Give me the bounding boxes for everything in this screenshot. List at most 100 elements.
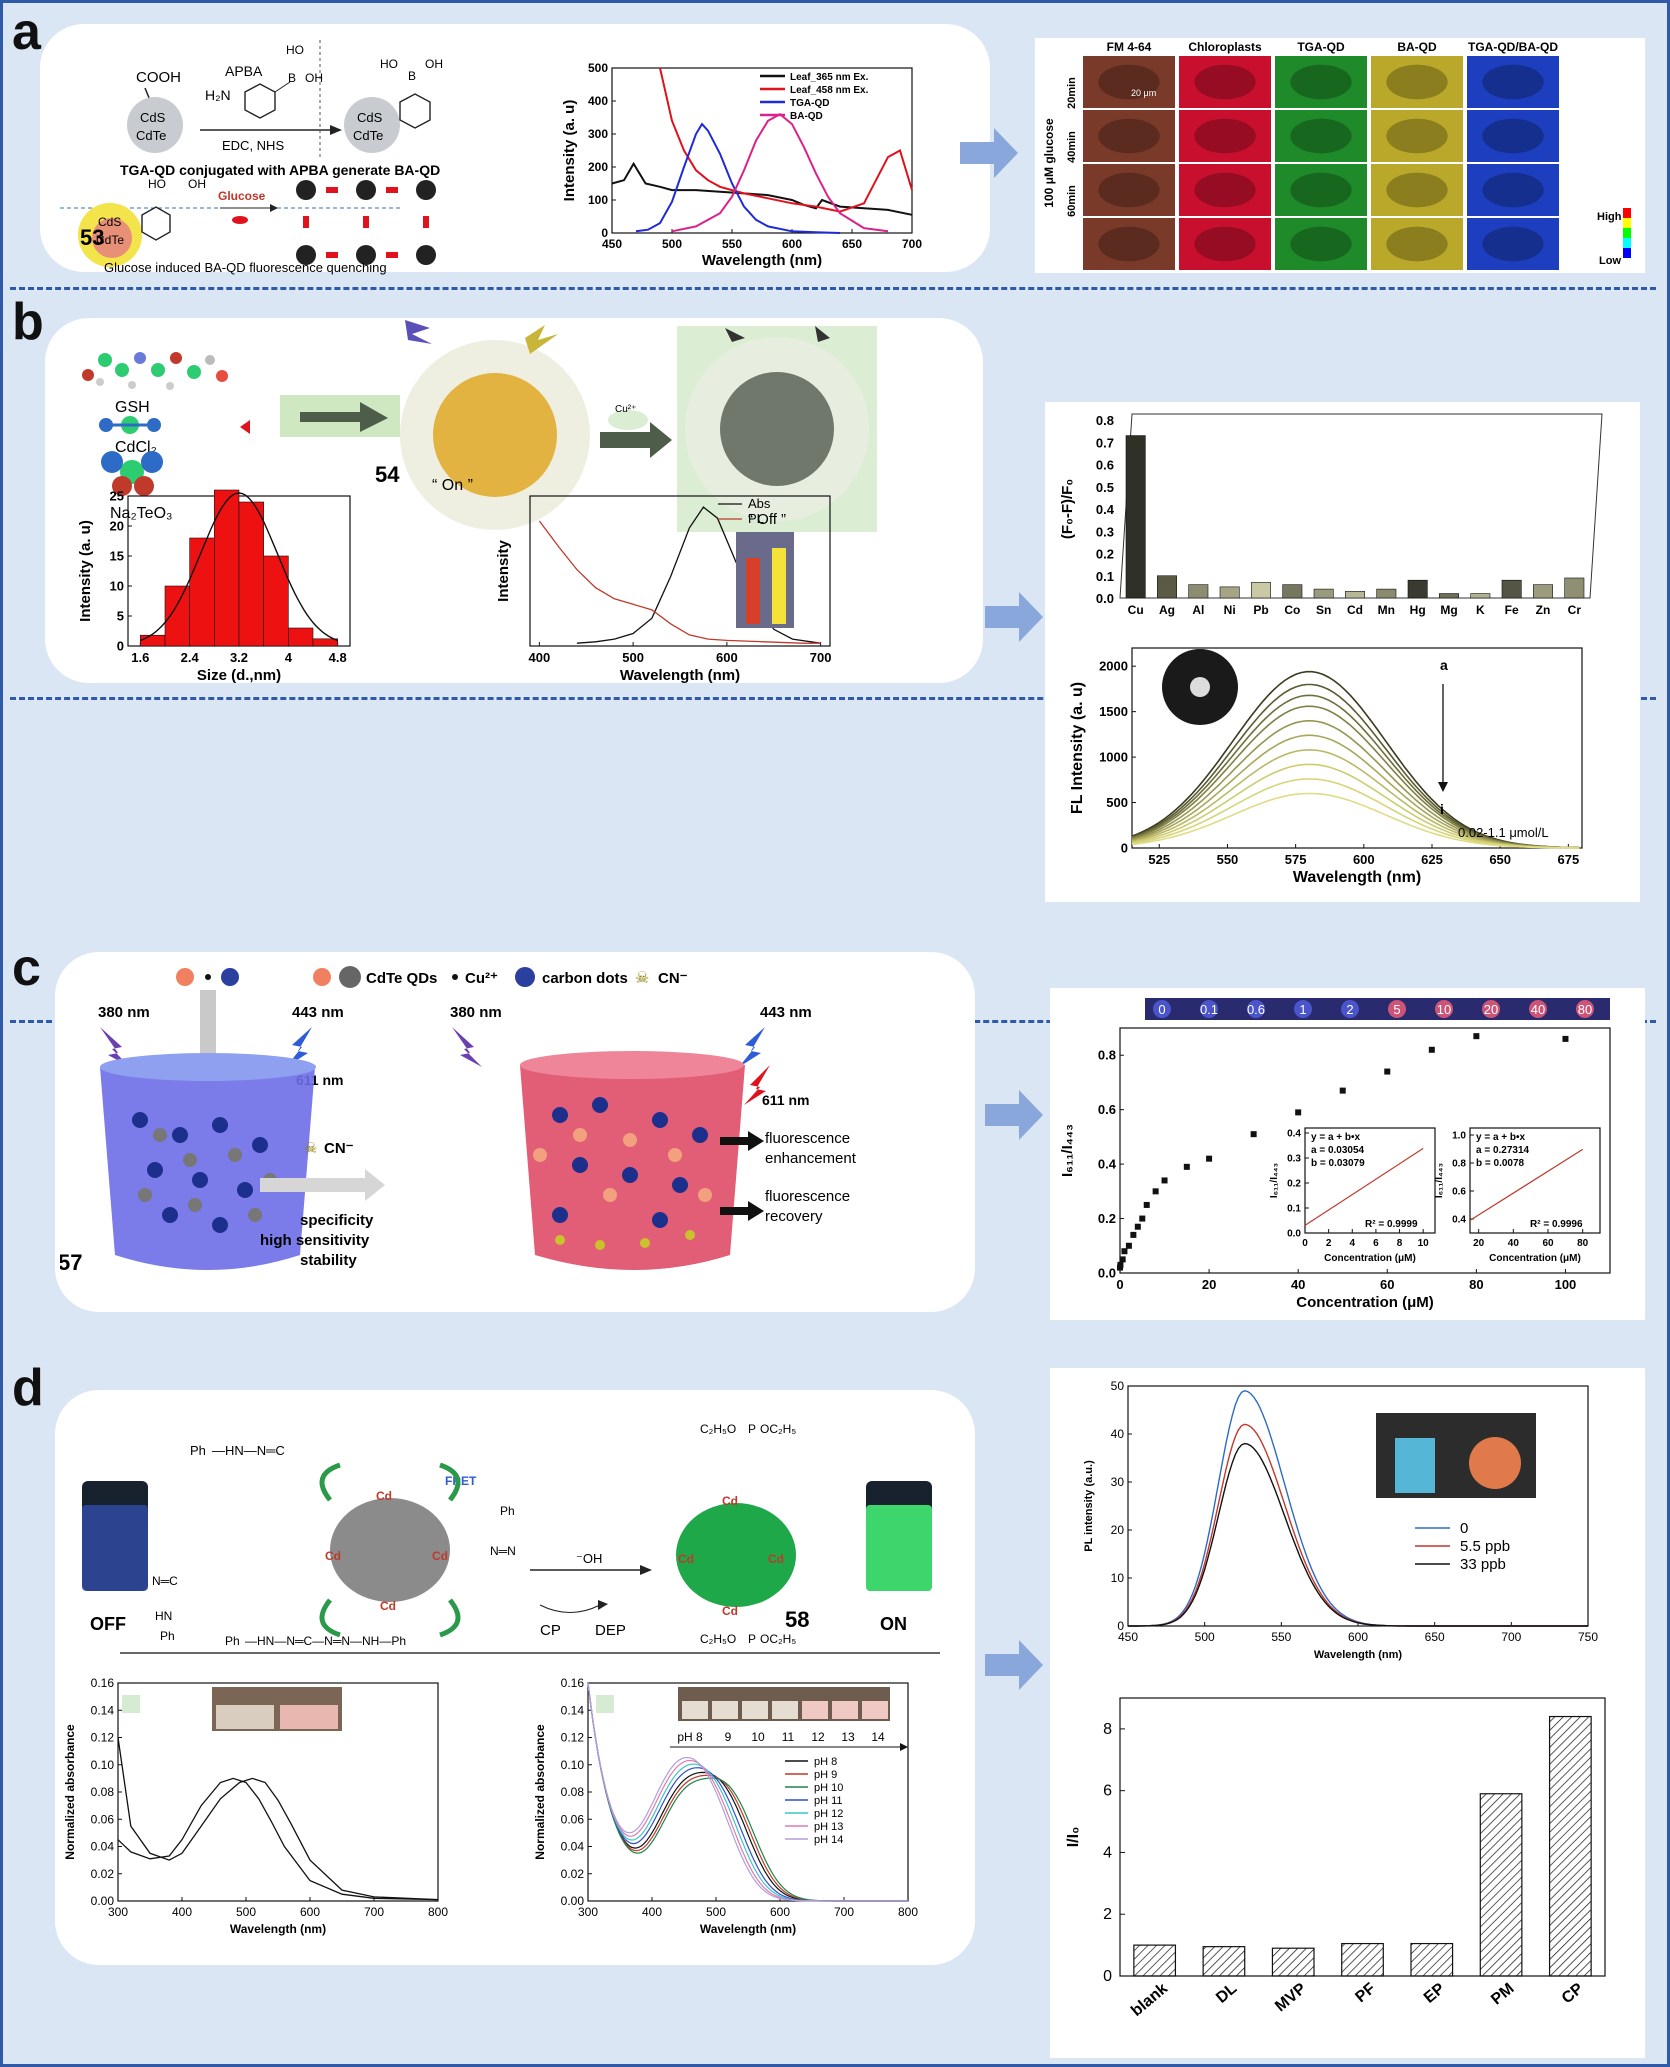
x-tick-label: K	[1476, 603, 1485, 617]
y-tick-label: 0.5	[1096, 480, 1114, 495]
ph-strip-label: 11	[782, 1730, 795, 1744]
y-tick-label: 30	[1111, 1475, 1125, 1489]
chart-c-ratio: 0 20 40 60 80 1000.00.20.40.60.8Concentration…	[1059, 998, 1611, 1311]
selectivity-bar	[1376, 588, 1397, 599]
time-label: 20min	[1066, 77, 1078, 109]
svg-text:⁻OH: ⁻OH	[576, 1551, 602, 1566]
vial-photo	[802, 1701, 828, 1719]
micrograph-tile	[1467, 110, 1559, 162]
pl-curve	[1128, 1442, 1588, 1627]
micrograph-tile	[1179, 56, 1271, 108]
x-tick-label: 700	[810, 650, 832, 665]
x-tick-label: Hg	[1410, 603, 1426, 617]
y-axis-label: PL intensity (a.u.)	[1083, 1460, 1095, 1552]
annotation-a: a	[1440, 657, 1448, 673]
svg-text:57: 57	[60, 1250, 82, 1275]
svg-text:Cd: Cd	[768, 1552, 784, 1566]
x-axis-label: Wavelength (nm)	[702, 252, 822, 269]
micrograph-texture	[1482, 118, 1544, 154]
svg-text:443 nm: 443 nm	[760, 1004, 812, 1021]
photo-vial	[1294, 1000, 1312, 1018]
micrograph-texture	[1290, 118, 1352, 154]
chart-d-pl: 450 500 550 600 650 700 750 0 10 20 30 40 50 Waveleng…	[1083, 1379, 1598, 1661]
x-tick-label: MVP	[1272, 1980, 1310, 2016]
x-tick-label: 400	[172, 1905, 192, 1919]
y-tick-label: 0.16	[91, 1676, 115, 1690]
chart-d-bar: 0 2 4 6 8 blank DL MVP PF EP PM CP I/I₀	[1065, 1697, 1606, 2020]
image-column-label: TGA-QD/BA-QD	[1468, 40, 1558, 54]
svg-text:CdTe QDs: CdTe QDs	[366, 970, 437, 987]
plot-frame	[1131, 647, 1583, 849]
na2teo3-molecule	[101, 451, 163, 496]
y-tick-label: 400	[588, 94, 608, 108]
photo-vial	[1529, 1000, 1547, 1018]
x-tick-label: 800	[898, 1905, 918, 1919]
y-tick-label: 0.00	[561, 1894, 585, 1908]
histogram-bar	[214, 489, 240, 647]
plot-frame	[1304, 1127, 1436, 1234]
apple	[1469, 1437, 1521, 1489]
data-point	[1428, 1046, 1435, 1053]
y-tick-label: 0.08	[561, 1785, 585, 1799]
y-tick-label: 0.2	[1096, 547, 1114, 562]
photo-vial	[1576, 1000, 1594, 1018]
data-point	[1139, 1215, 1146, 1222]
micrograph-tile	[1371, 164, 1463, 216]
legend-label: 5.5 ppb	[1460, 1538, 1510, 1555]
y-tick-label: 300	[588, 127, 608, 141]
y-tick-label: 0.8	[1452, 1158, 1466, 1169]
y-tick-label: 0.14	[91, 1703, 115, 1717]
leaf-image-grid: FM 4-64 Chloroplasts TGA-QD BA-QD TGA-QD/BA-…	[1042, 40, 1631, 270]
legend-label: pH 11	[814, 1795, 843, 1807]
svg-text:B: B	[408, 69, 416, 83]
benzene-ring	[244, 83, 276, 119]
svg-text:380 nm: 380 nm	[98, 1004, 150, 1021]
micrograph-tile	[1467, 164, 1559, 216]
histogram-bar	[238, 501, 264, 647]
y-tick-label: 0.04	[561, 1840, 585, 1854]
y-tick-label: 1500	[1099, 704, 1128, 719]
x-tick-label: 4.8	[329, 650, 347, 665]
y-tick-label: 0.1	[1287, 1203, 1301, 1214]
micrograph-texture	[1482, 172, 1544, 208]
colorbar-step	[1623, 238, 1631, 248]
photo-label: 0.1	[1200, 1002, 1218, 1017]
photo-label: 2	[1346, 1002, 1353, 1017]
x-tick-label: 525	[1148, 852, 1170, 867]
y-tick-label: 0.12	[561, 1731, 585, 1745]
spray-bottle	[1395, 1438, 1435, 1493]
y-tick-label: 0	[1117, 1619, 1124, 1633]
panel-d-scheme: OFF Cd Cd Cd Cd Ph —HN—N═C FRET N═C HN P…	[82, 1422, 940, 1654]
svg-text:Na₂TeO₃: Na₂TeO₃	[110, 505, 173, 522]
legend-label: pH 13	[814, 1821, 843, 1833]
scale-bar-label: 20 μm	[1131, 88, 1156, 98]
svg-text:ON: ON	[880, 1614, 907, 1634]
svg-text:“ On ”: “ On ”	[432, 477, 473, 494]
y-tick-label: 0.16	[561, 1676, 585, 1690]
x-tick-label: DL	[1213, 1980, 1240, 2007]
plot-frame	[611, 67, 913, 234]
qd-green-core	[676, 1503, 796, 1607]
vial-photo	[862, 1701, 888, 1719]
x-tick-label: 600	[770, 1905, 790, 1919]
svg-text:54: 54	[375, 462, 400, 487]
vial-photo-uv	[772, 548, 786, 624]
inset-fit-text: a = 0.27314	[1476, 1145, 1530, 1156]
y-tick-label: 0.02	[561, 1867, 585, 1881]
svg-text:N═N: N═N	[490, 1544, 516, 1558]
svg-text:P: P	[748, 1422, 756, 1436]
x-tick-label: 650	[1489, 852, 1511, 867]
selectivity-bar	[1533, 584, 1553, 599]
panel-a-scheme: COOH CdS CdTe APBA H₂N HO B OH EDC, NHS …	[60, 40, 443, 275]
svg-text:—HN—N═C—N═N—NH—Ph: —HN—N═C—N═N—NH—Ph	[245, 1634, 406, 1648]
selectivity-bar	[1313, 588, 1334, 599]
y-tick-label: 0.2	[1287, 1178, 1301, 1189]
x-tick-label: 2.4	[181, 650, 200, 665]
y-tick-label: 500	[1106, 795, 1128, 810]
qd-particle	[127, 97, 183, 153]
chart-b-histogram: 1.6 2.4 3.2 4 4.8 0 5 10 15 20 25 Size (d.,nm) Inten…	[77, 488, 351, 683]
x-tick-label: 8	[1397, 1238, 1403, 1249]
x-tick-label: 400	[529, 650, 551, 665]
svg-text:Ph: Ph	[160, 1629, 175, 1643]
x-tick-label: 80	[1577, 1238, 1589, 1249]
